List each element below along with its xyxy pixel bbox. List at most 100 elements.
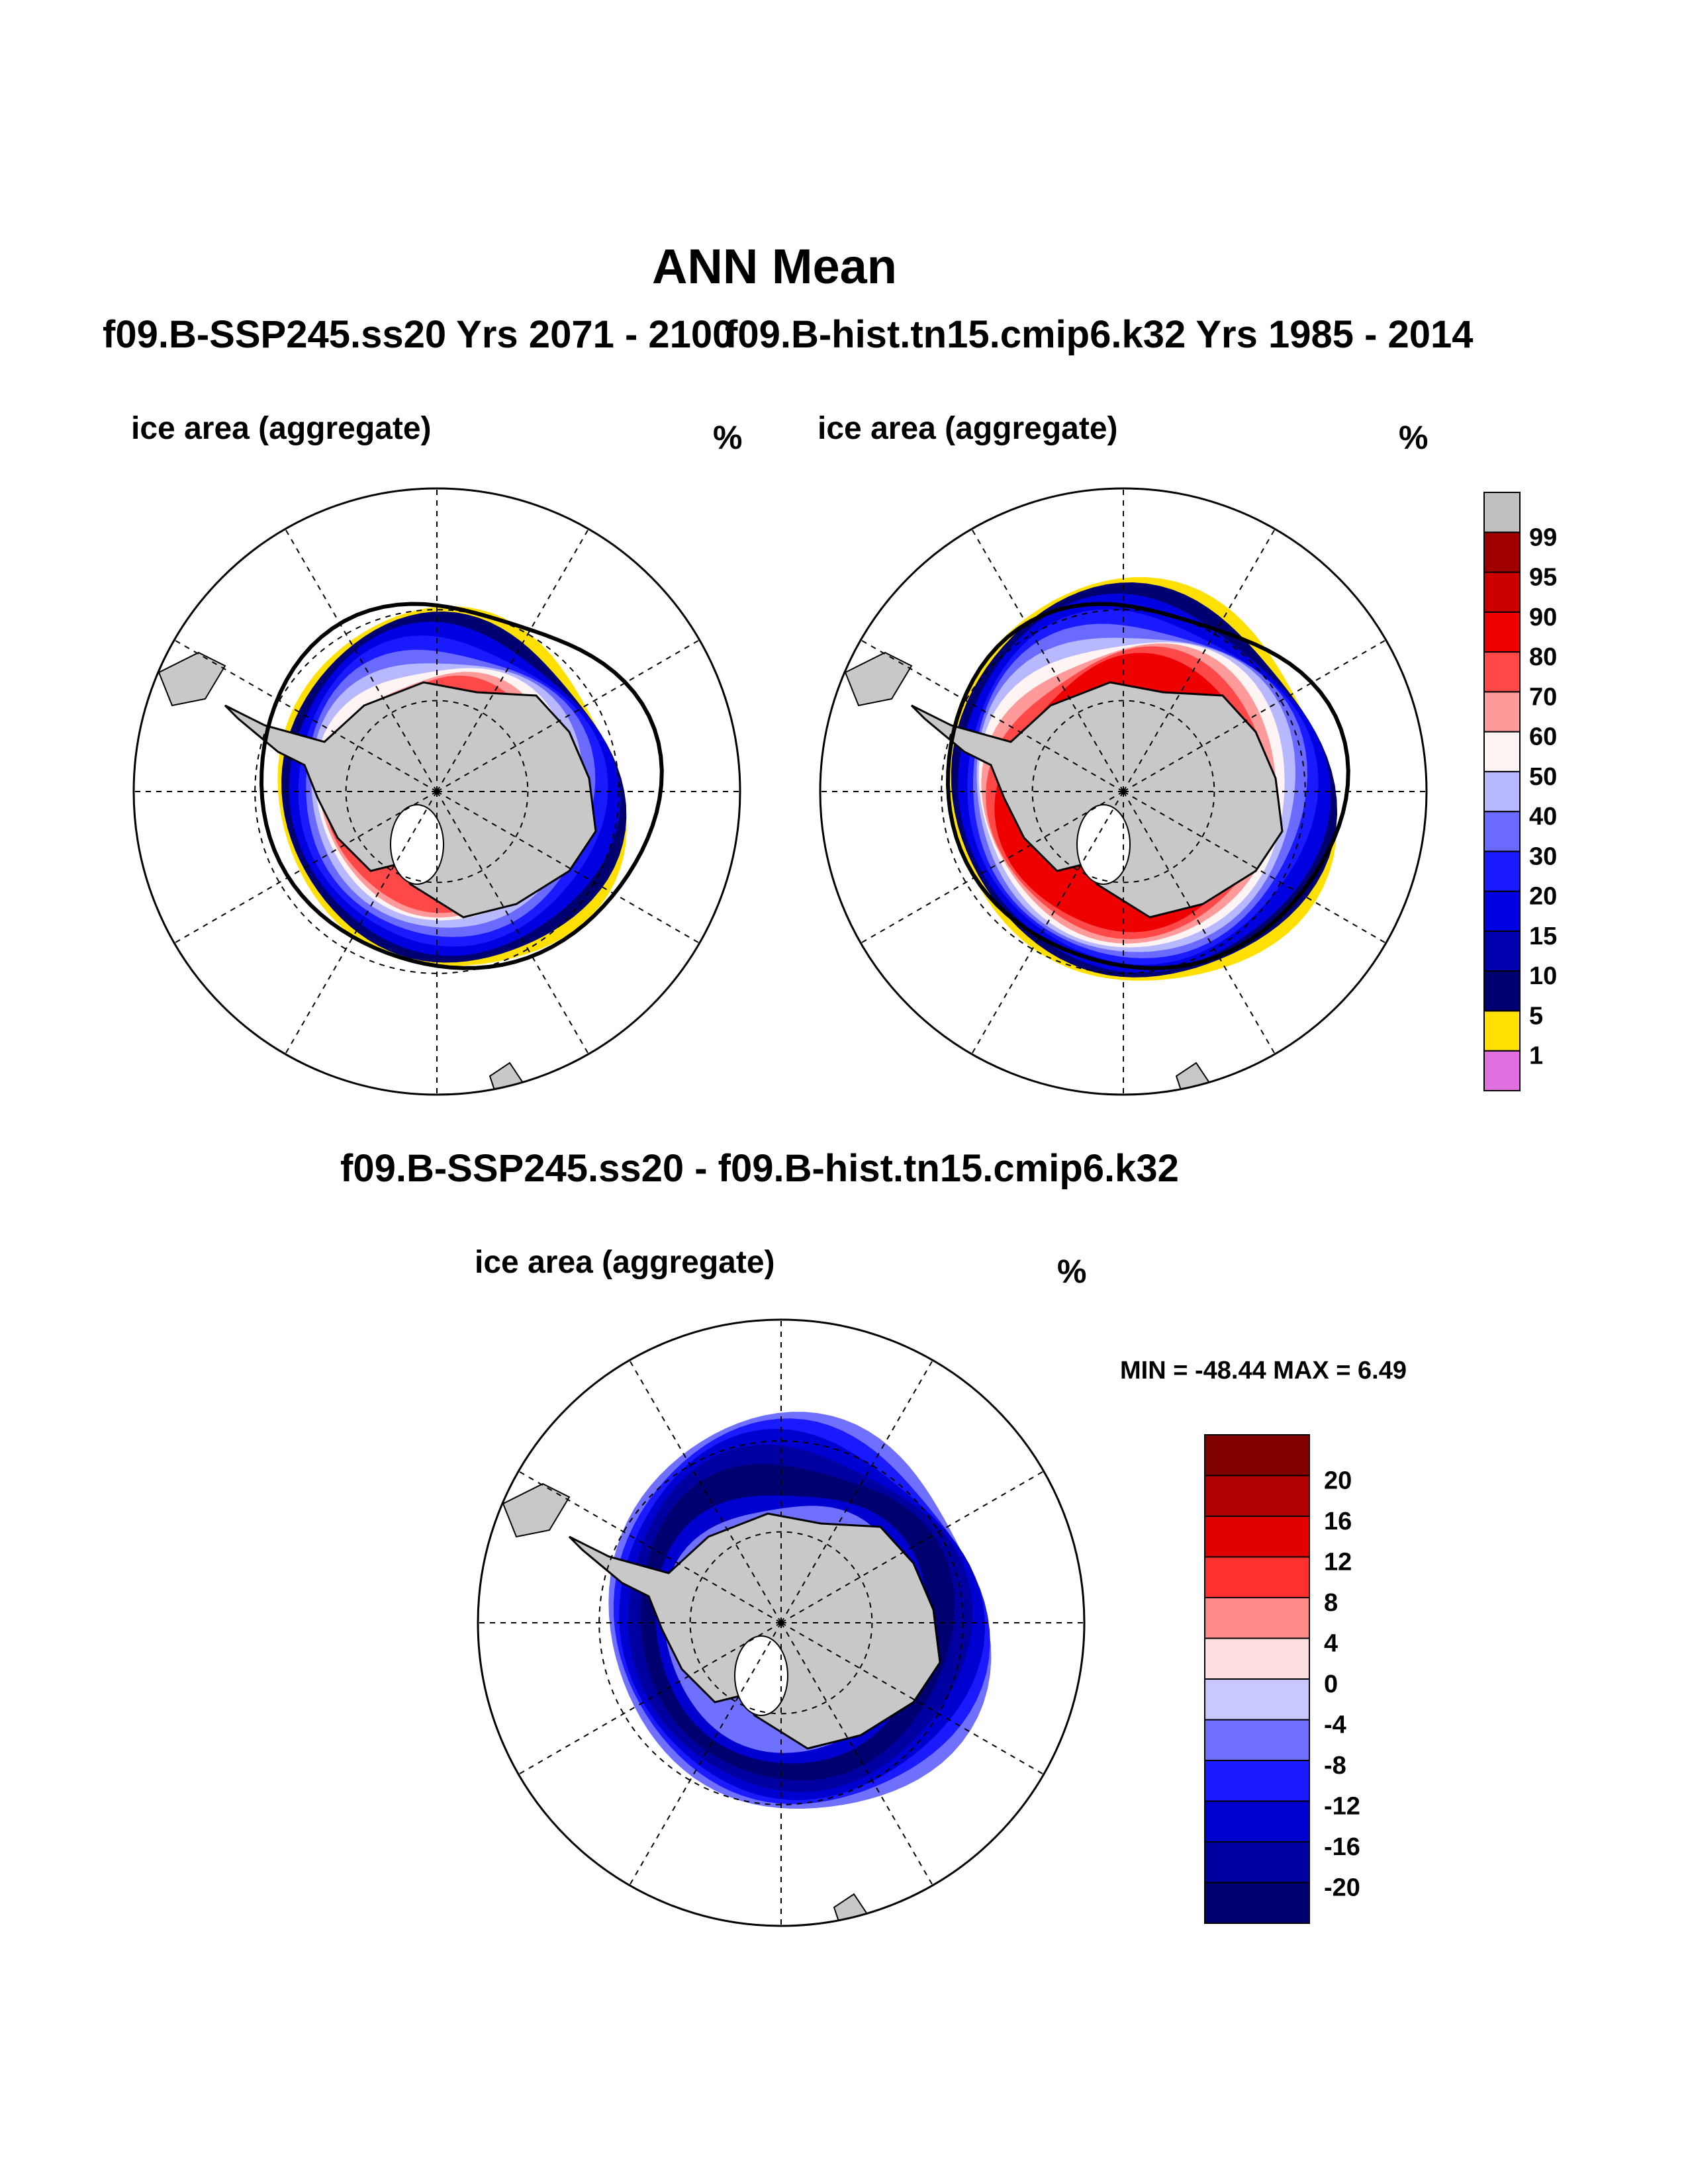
colorbar-tick-label: 16 [1324, 1508, 1352, 1535]
latitude-circle [254, 609, 620, 974]
meridian-line [971, 791, 1124, 1055]
colorbar-box [1204, 1678, 1310, 1721]
meridian-line [629, 1622, 782, 1886]
colorbar-box [1483, 531, 1521, 573]
colorbar-box [1483, 930, 1521, 972]
panel3-field-label: ice area (aggregate) [475, 1245, 775, 1280]
colorbar-box [1483, 611, 1521, 653]
panel1-title: f09.B-SSP245.ss20 Yrs 2071 - 2100 [103, 313, 734, 356]
colorbar-box [1483, 970, 1521, 1012]
latitude-circle [689, 1531, 873, 1715]
panel2-field-label: ice area (aggregate) [818, 411, 1118, 446]
meridian-line [780, 1622, 1045, 1775]
meridian-line [436, 639, 700, 792]
colorbar-tick-label: -20 [1324, 1874, 1360, 1902]
new-zealand-land [489, 1062, 524, 1095]
meridian-line [780, 1471, 1045, 1623]
colorbar-box [1483, 1010, 1521, 1052]
colorbar-tick-label: -16 [1324, 1833, 1360, 1861]
map-ssp245 [132, 487, 741, 1096]
panel1-units: % [713, 419, 743, 456]
map-boundary [819, 487, 1428, 1096]
colorbar-tick-label: 5 [1529, 1002, 1543, 1030]
map-boundary [132, 487, 741, 1096]
colorbar-box [1483, 850, 1521, 892]
meridian-line [860, 639, 1124, 792]
map-body [502, 1412, 992, 1926]
ice-edge-contour [945, 602, 1350, 970]
new-zealand-land [1175, 1062, 1211, 1095]
latitude-circle [1031, 700, 1215, 884]
meridian-line [1123, 791, 1387, 944]
colorbar-box [1483, 1050, 1521, 1091]
meridian-line [780, 1622, 933, 1886]
colorbar-box [1204, 1434, 1310, 1477]
map-body [158, 602, 664, 1095]
ross-ice-shelf [1076, 804, 1131, 885]
meridian-line [436, 791, 589, 1055]
colorbar-box [1483, 770, 1521, 813]
panel1-field-label: ice area (aggregate) [131, 411, 432, 446]
colorbar-box [1204, 1516, 1310, 1558]
colorbar-box [1204, 1475, 1310, 1517]
colorbar-tick-label: 12 [1324, 1549, 1352, 1576]
main-title: ANN Mean [651, 239, 898, 294]
meridian-line [518, 1622, 782, 1775]
colorbar-box [1204, 1597, 1310, 1639]
colorbar-tick-label: 30 [1529, 842, 1557, 870]
map-historical [819, 487, 1428, 1096]
ice-edge-contour [259, 602, 664, 970]
colorbar-tick-label: 1 [1529, 1042, 1543, 1070]
south-america-land [158, 651, 226, 707]
colorbar-tick-label: -4 [1324, 1711, 1346, 1739]
colorbar-tick-label: 90 [1529, 604, 1557, 631]
colorbar-box [1483, 492, 1521, 533]
ross-ice-shelf [734, 1635, 788, 1716]
colorbar-tick-label: 20 [1529, 883, 1557, 911]
colorbar-box [1483, 890, 1521, 932]
ross-ice-shelf [390, 804, 444, 885]
colorbar-tick-label: 15 [1529, 923, 1557, 950]
colorbar-tick-label: -8 [1324, 1752, 1346, 1780]
meridian-line [1123, 791, 1276, 1055]
colorbar-tick-label: 70 [1529, 683, 1557, 711]
meridian-line [860, 791, 1124, 944]
south-america-land [844, 651, 913, 707]
meridian-line [780, 1359, 933, 1623]
meridian-line [285, 791, 438, 1055]
panel3-units: % [1057, 1253, 1087, 1290]
meridian-line [285, 528, 438, 792]
colorbar-box [1204, 1841, 1310, 1884]
meridian-line [173, 791, 438, 944]
colorbar-box [1204, 1882, 1310, 1924]
panel2-units: % [1399, 419, 1429, 456]
meridian-line [436, 528, 589, 792]
colorbar-tick-label: 10 [1529, 962, 1557, 990]
colorbar-box [1483, 571, 1521, 613]
colorbar-box [1204, 1556, 1310, 1598]
colorbar-tick-label: 60 [1529, 723, 1557, 751]
colorbar-tick-label: 95 [1529, 564, 1557, 592]
colorbar-box [1204, 1800, 1310, 1843]
colorbar-tick-label: 20 [1324, 1467, 1352, 1495]
colorbar-tick-label: 40 [1529, 803, 1557, 831]
colorbar-tick-label: 80 [1529, 643, 1557, 671]
colorbar-difference: -20 -16 -12 -8 -4 0 4 8 12 16 20 [1204, 1434, 1360, 1924]
diff-title: f09.B-SSP245.ss20 - f09.B-hist.tn15.cmip… [340, 1147, 1179, 1190]
colorbar-tick-label: 99 [1529, 523, 1557, 551]
panel2-title: f09.B-hist.tn15.cmip6.k32 Yrs 1985 - 201… [725, 313, 1474, 356]
colorbar-tick-label: 0 [1324, 1670, 1338, 1698]
meridian-line [518, 1471, 782, 1623]
map-difference [477, 1318, 1086, 1927]
colorbar-box [1483, 731, 1521, 772]
latitude-circle [941, 609, 1306, 974]
colorbar-tick-label: -12 [1324, 1793, 1360, 1821]
min-max-label: MIN = -48.44 MAX = 6.49 [1120, 1357, 1407, 1385]
map-boundary [477, 1318, 1086, 1927]
colorbar-box [1204, 1760, 1310, 1802]
meridian-line [971, 528, 1124, 792]
south-america-land [502, 1482, 571, 1538]
colorbar-tick-label: 8 [1324, 1589, 1338, 1617]
